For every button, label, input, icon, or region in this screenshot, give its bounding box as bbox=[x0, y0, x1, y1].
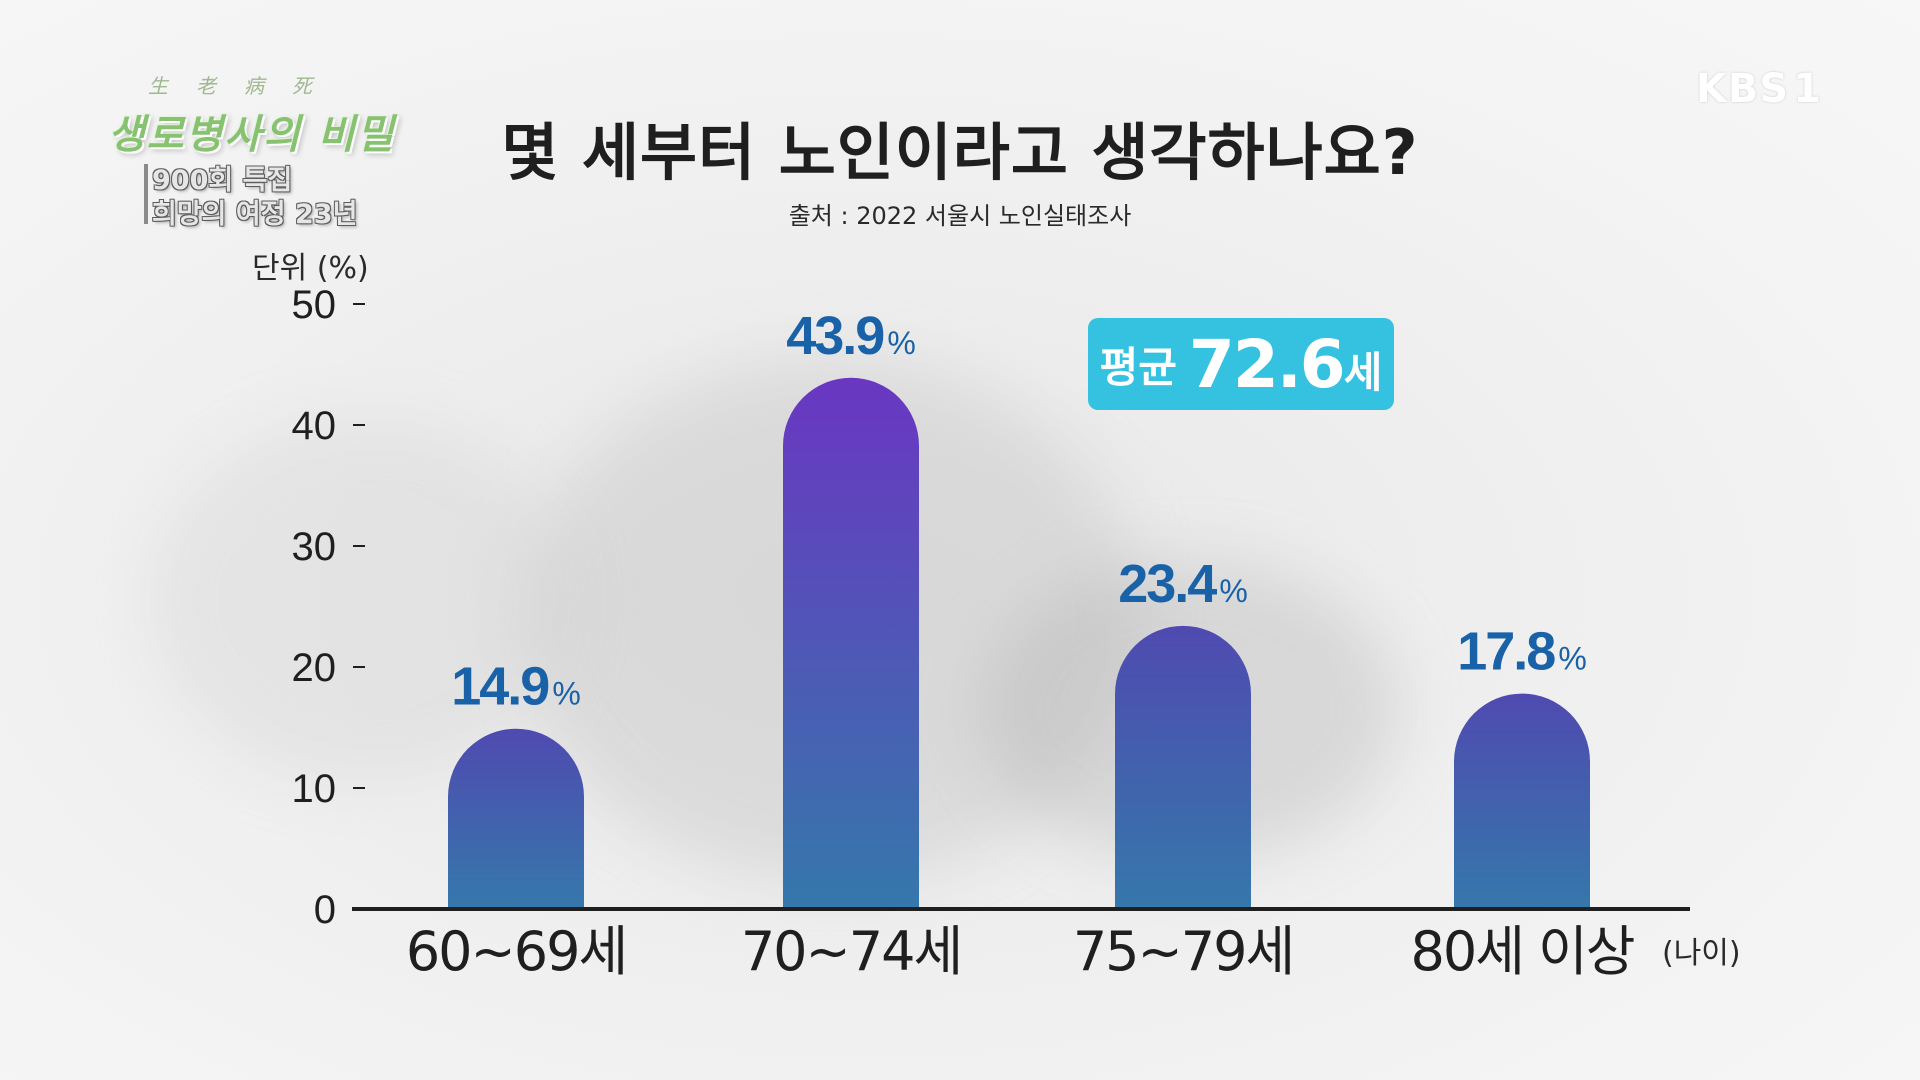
x-category-label: 75~79세 bbox=[1073, 920, 1293, 983]
y-tick-label: 0 bbox=[314, 888, 336, 932]
average-age-badge: 평균 72.6세 bbox=[1088, 318, 1394, 410]
show-logo-title: 생로병사의 비밀 bbox=[108, 111, 396, 158]
average-value: 72.6 bbox=[1188, 325, 1346, 403]
average-value-group: 72.6세 bbox=[1189, 326, 1382, 403]
value-label-3: 23.4% bbox=[1118, 554, 1248, 614]
bar-2 bbox=[783, 377, 919, 909]
channel-logo-text: KBS bbox=[1695, 66, 1790, 112]
x-category-label: 60~69세 bbox=[406, 920, 626, 983]
x-axis-unit-label: (나이) bbox=[1662, 936, 1741, 971]
background-blur-shape bbox=[150, 420, 570, 780]
y-tick-label: 30 bbox=[292, 525, 337, 569]
average-label: 평균 bbox=[1099, 342, 1177, 392]
bars bbox=[448, 377, 1590, 909]
x-category-label: 70~74세 bbox=[741, 920, 961, 983]
bar-4 bbox=[1454, 693, 1590, 909]
chart-source: 출처 : 2022 서울시 노인실태조사 bbox=[788, 202, 1132, 230]
y-axis-unit-label: 단위 (%) bbox=[252, 251, 369, 286]
show-logo: 生老病死 생로병사의 비밀 900회 특집 희망의 여정 23년 bbox=[100, 60, 440, 235]
show-subtitle-journey: 희망의 여정 23년 bbox=[152, 199, 358, 230]
x-axis: 60~69세 70~74세 75~79세 80세 이상 bbox=[352, 907, 1690, 983]
chart-title: 몇 세부터 노인이라고 생각하나요? bbox=[501, 116, 1419, 189]
x-category-label: 80세 이상 bbox=[1411, 920, 1634, 983]
y-tick-label: 10 bbox=[292, 767, 337, 811]
show-subtitle-episode: 900회 특집 bbox=[152, 165, 293, 196]
bar-3 bbox=[1115, 625, 1251, 909]
bar-1 bbox=[448, 728, 584, 909]
y-tick-label: 50 bbox=[292, 283, 337, 327]
channel-logo-number: 1 bbox=[1793, 66, 1822, 112]
y-axis: 0 10 20 30 40 50 bbox=[292, 283, 365, 932]
show-logo-divider bbox=[144, 164, 148, 224]
average-unit: 세 bbox=[1343, 347, 1383, 397]
value-label-1: 14.9% bbox=[451, 657, 581, 717]
value-label-2: 43.9% bbox=[786, 306, 916, 366]
y-tick-label: 20 bbox=[292, 646, 337, 690]
y-tick-label: 40 bbox=[292, 404, 337, 448]
value-label-4: 17.8% bbox=[1457, 622, 1587, 682]
value-labels: 14.9 % 43.9 % 23.4 % 17.8% bbox=[451, 306, 1587, 717]
show-logo-hanja: 生老病死 bbox=[148, 74, 340, 98]
channel-logo: KBS 1 bbox=[1696, 66, 1822, 112]
